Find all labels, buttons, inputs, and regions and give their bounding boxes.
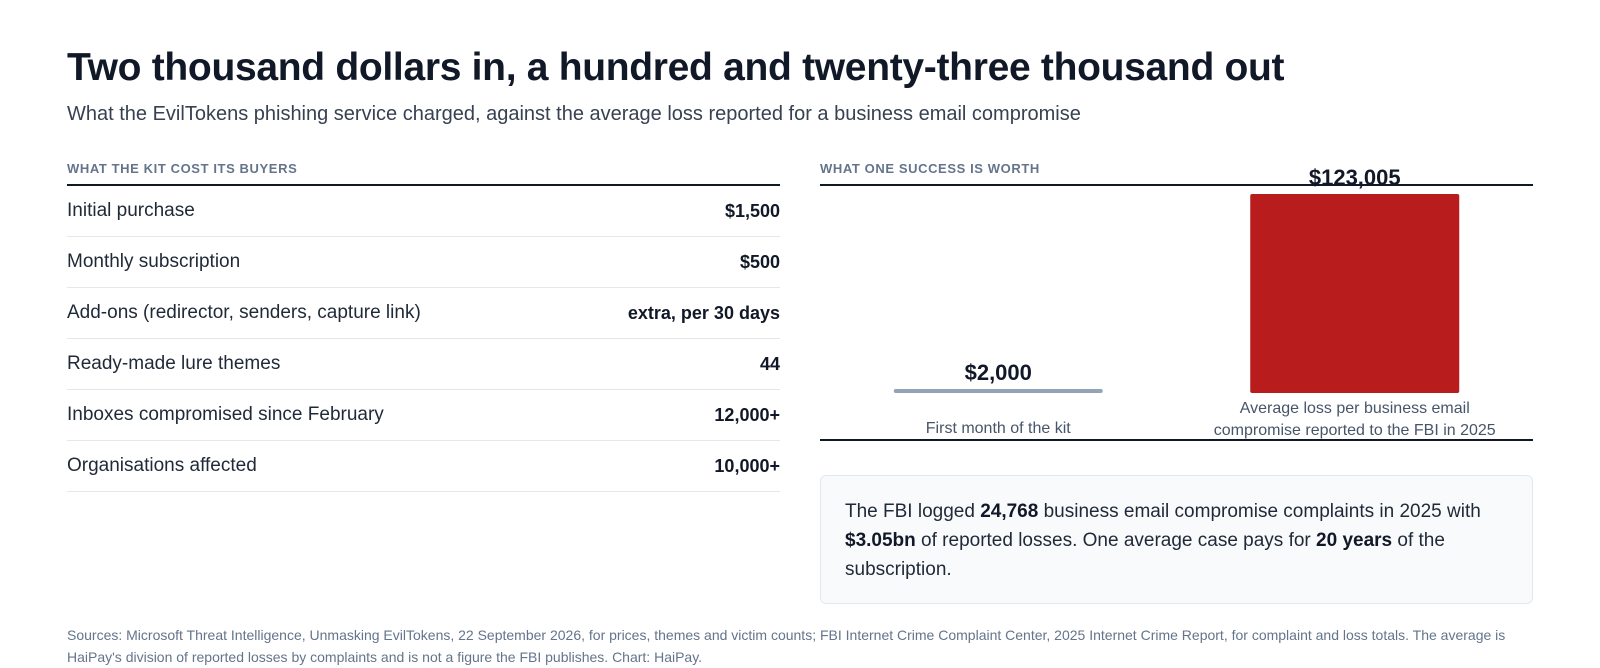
table-row: Monthly subscription $500 bbox=[67, 237, 780, 288]
row-label: Initial purchase bbox=[67, 200, 195, 221]
note-highlight: $3.05bn bbox=[845, 530, 916, 551]
fbi-note-box: The FBI logged 24,768 business email com… bbox=[820, 475, 1533, 604]
note-text: The FBI logged bbox=[845, 501, 981, 522]
note-text: of the subscription. bbox=[845, 530, 1445, 580]
kit-cost-section-label: WHAT THE KIT COST ITS BUYERS bbox=[67, 161, 780, 186]
bar bbox=[1250, 194, 1460, 393]
row-label: Inboxes compromised since February bbox=[67, 404, 384, 425]
table-row: Ready-made lure themes 44 bbox=[67, 339, 780, 390]
bar-value-label: $2,000 bbox=[965, 360, 1032, 385]
kit-cost-panel: WHAT THE KIT COST ITS BUYERS Initial pur… bbox=[67, 161, 780, 492]
table-row: Organisations affected 10,000+ bbox=[67, 441, 780, 492]
row-value: 44 bbox=[759, 353, 780, 374]
note-text: of reported losses. One average case pay… bbox=[915, 530, 1317, 551]
comparison-bar-chart: $2,000 First month of the kit $123,005 Aver… bbox=[820, 165, 1533, 441]
bar bbox=[893, 389, 1103, 393]
table-row: Initial purchase $1,500 bbox=[67, 186, 780, 237]
row-label: Ready-made lure themes bbox=[67, 353, 281, 374]
table-row: Add-ons (redirector, senders, capture li… bbox=[67, 288, 780, 339]
bar-category-label: First month of the kit bbox=[926, 420, 1071, 437]
note-highlight: 20 years bbox=[1316, 530, 1393, 551]
row-value: 12,000+ bbox=[714, 404, 780, 425]
row-label: Add-ons (redirector, senders, capture li… bbox=[67, 302, 421, 323]
table-row: Inboxes compromised since February 12,00… bbox=[67, 390, 780, 441]
note-text: business email compromise complaints in … bbox=[1038, 501, 1481, 522]
note-highlight: 24,768 bbox=[980, 501, 1039, 522]
bar-value-label: $123,005 bbox=[1309, 165, 1401, 190]
page-subtitle: What the EvilTokens phishing service cha… bbox=[67, 103, 1081, 125]
page-title: Two thousand dollars in, a hundred and t… bbox=[67, 46, 1285, 89]
row-label: Monthly subscription bbox=[67, 251, 241, 272]
row-value: 10,000+ bbox=[714, 455, 780, 476]
row-value: extra, per 30 days bbox=[627, 302, 780, 323]
row-value: $1,500 bbox=[724, 200, 780, 221]
bar-category-label: compromise reported to the FBI in 2025 bbox=[1214, 422, 1496, 439]
row-value: $500 bbox=[739, 251, 780, 272]
row-label: Organisations affected bbox=[67, 455, 257, 476]
kit-cost-table: Initial purchase $1,500 Monthly subscrip… bbox=[67, 186, 780, 492]
success-section-label: WHAT ONE SUCCESS IS WORTH bbox=[820, 161, 1040, 176]
bar-category-label: Average loss per business email bbox=[1240, 400, 1470, 417]
sources-footnote: Sources: Microsoft Threat Intelligence, … bbox=[67, 627, 1506, 665]
